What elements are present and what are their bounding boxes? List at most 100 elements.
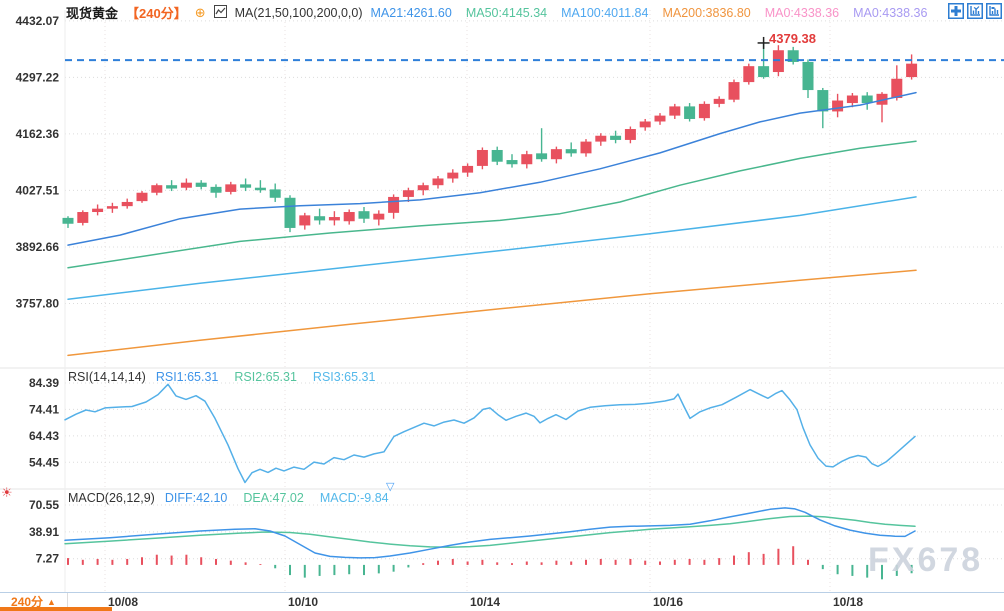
candle xyxy=(817,90,829,112)
candle xyxy=(698,103,710,119)
candle xyxy=(254,187,266,191)
timeframe-selector[interactable]: 240分 ▲ xyxy=(0,593,68,610)
vertical-gridlines xyxy=(104,10,831,596)
candle xyxy=(328,217,340,221)
axis-label: 7.27 xyxy=(36,552,60,566)
macd-lines-layer xyxy=(64,507,916,559)
candle xyxy=(358,211,370,219)
ma-legend: MA21:4261.60 MA50:4145.34 MA100:4011.84 MA2… xyxy=(371,6,932,20)
ma-params-label: MA(21,50,100,200,0,0) xyxy=(234,5,363,20)
candle xyxy=(580,141,592,154)
macd-legend: DIFF:42.10 DEA:47.02 MACD:-9.84 xyxy=(165,491,393,505)
candle xyxy=(432,178,444,186)
ma200-line xyxy=(67,269,917,357)
axis-label: 4027.51 xyxy=(16,183,60,197)
candle xyxy=(832,100,844,112)
date-label: 10/10 xyxy=(288,595,319,609)
timeframe-up-arrow-icon: ▲ xyxy=(47,596,56,607)
chart-toolbar xyxy=(948,3,1002,19)
candle xyxy=(787,50,799,62)
symbol-title: 现货黄金 xyxy=(66,6,119,21)
candle xyxy=(373,213,385,220)
candle xyxy=(417,185,429,191)
watermark: FX678 xyxy=(868,541,984,579)
candle xyxy=(166,185,178,189)
candle xyxy=(151,185,163,193)
candle xyxy=(284,197,296,228)
axis-label: 4162.36 xyxy=(16,127,60,141)
candle xyxy=(906,63,918,78)
legend-value: MACD:-9.84 xyxy=(319,491,389,505)
candle xyxy=(624,129,636,140)
candle xyxy=(595,135,607,142)
candle xyxy=(106,206,118,209)
axis-label: 74.41 xyxy=(29,402,59,416)
candle xyxy=(195,182,207,187)
timeframe-label: 240分 xyxy=(11,595,44,609)
candle xyxy=(136,192,148,202)
timeframe-underline xyxy=(0,607,112,611)
date-label: 10/16 xyxy=(653,595,684,609)
ma100-line xyxy=(67,196,917,300)
candle xyxy=(62,217,74,224)
legend-value: MA21:4261.60 xyxy=(370,5,452,20)
axis-label: 38.91 xyxy=(29,525,59,539)
candle xyxy=(491,149,503,162)
candle xyxy=(180,182,192,188)
candle xyxy=(402,190,414,197)
axis-label: 84.39 xyxy=(29,376,59,390)
legend-value: RSI2:65.31 xyxy=(234,370,297,384)
candle xyxy=(891,78,903,99)
axis-label: 3757.80 xyxy=(16,296,60,310)
candle xyxy=(521,154,533,165)
macd-gridlines: 70.55 38.91 7.27 xyxy=(29,498,1004,566)
macd-header: MACD(26,12,9) DIFF:42.10 DEA:47.02 MACD:-9… xyxy=(68,491,393,505)
rsi-header: RSI(14,14,14) RSI1:65.31 RSI2:65.31 RSI3:6… xyxy=(68,370,379,384)
collapse-panel-chevron-icon[interactable]: ▽ xyxy=(386,481,395,493)
candle xyxy=(846,95,858,104)
date-label: 10/14 xyxy=(470,595,501,609)
candle xyxy=(269,189,281,198)
axis-label: 70.55 xyxy=(29,498,59,512)
high-price-annotation: 4379.38 xyxy=(769,31,816,46)
legend-value: MA50:4145.34 xyxy=(465,5,548,20)
legend-value: MA100:4011.84 xyxy=(561,5,649,20)
candle xyxy=(299,215,311,226)
move-icon[interactable] xyxy=(948,3,964,19)
candle xyxy=(713,98,725,104)
candle xyxy=(447,172,459,179)
candle xyxy=(876,93,888,105)
axis-label: 4297.22 xyxy=(16,70,60,84)
candle xyxy=(462,165,474,173)
candle xyxy=(225,184,237,192)
candle xyxy=(240,184,252,188)
axis-scale-icon[interactable] xyxy=(986,3,1002,19)
time-axis-bar: 240分 ▲ 10/08 10/10 10/14 10/16 10/18 xyxy=(0,592,1004,611)
candle xyxy=(565,149,577,154)
candle xyxy=(476,149,488,166)
panel-dividers xyxy=(0,10,1004,592)
axis-label: 64.43 xyxy=(29,429,59,443)
candle xyxy=(728,82,740,100)
rsi-params-label: RSI(14,14,14) xyxy=(68,370,146,384)
period-label: 【240分】 xyxy=(126,6,187,21)
macd-params-label: MACD(26,12,9) xyxy=(68,491,155,505)
candle xyxy=(506,160,518,165)
candle xyxy=(802,61,814,91)
legend-value: RSI3:65.31 xyxy=(312,370,376,384)
indicator-window-icon[interactable] xyxy=(967,3,983,19)
candle xyxy=(861,95,873,104)
add-circle-icon[interactable]: ⊕ xyxy=(194,5,206,20)
legend-value: MA200:3836.80 xyxy=(662,5,751,20)
legend-value: MA0:4338.36 xyxy=(853,5,928,20)
candle xyxy=(654,115,666,122)
candle xyxy=(210,186,222,193)
candle xyxy=(388,196,400,213)
candle xyxy=(536,153,548,160)
candle xyxy=(758,66,770,78)
sun-icon[interactable]: ☀ xyxy=(1,485,13,500)
candle xyxy=(669,106,681,116)
chart-header: 现货黄金 【240分】 ⊕ MA(21,50,100,200,0,0) MA21… xyxy=(66,3,931,22)
